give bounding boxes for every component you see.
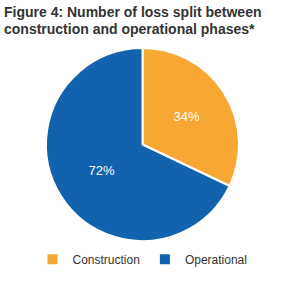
svg-text:Operational: Operational bbox=[185, 253, 247, 267]
svg-text:34%: 34% bbox=[173, 109, 199, 124]
html-text:Figure 4: Number of loss split: Figure 4: Number of loss split between c… bbox=[4, 4, 262, 37]
svg-text:72%: 72% bbox=[88, 163, 114, 178]
svg-text:Construction: Construction bbox=[73, 253, 140, 267]
